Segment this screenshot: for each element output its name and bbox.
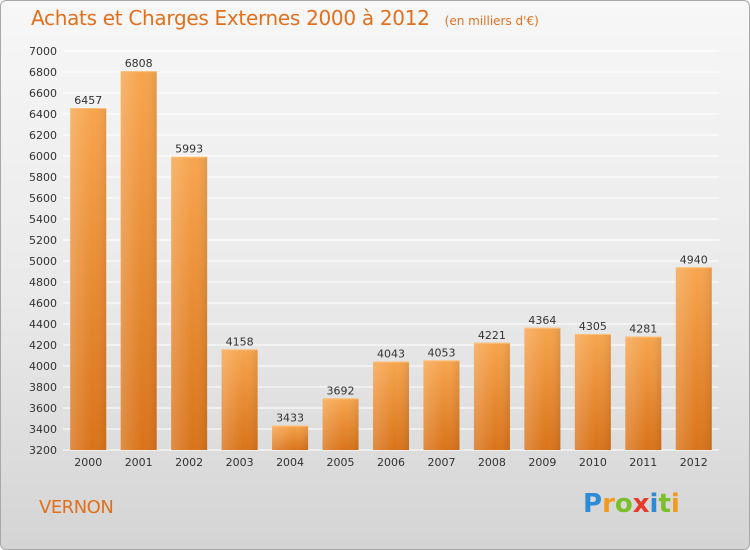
- data-label: 4221: [478, 329, 506, 342]
- y-tick-label: 3600: [29, 402, 57, 415]
- bar-shade-2010: [574, 333, 611, 450]
- x-tick-label: 2012: [680, 456, 708, 469]
- brand-letter: x: [632, 489, 650, 519]
- data-labels: 6457 6808 5993 4158 3433 3692 4043 4053 4221 4364…: [74, 57, 708, 424]
- bar-shade-2001: [120, 71, 157, 450]
- x-tick-label: 2003: [226, 456, 254, 469]
- y-tick-label: 6200: [29, 129, 57, 142]
- y-tick-label: 4000: [29, 360, 57, 373]
- bar-shade-2004: [272, 425, 309, 450]
- bar-shade-2002: [171, 156, 208, 451]
- y-tick-label: 5000: [29, 255, 57, 268]
- x-tick-label: 2010: [579, 456, 607, 469]
- data-label: 4364: [528, 314, 556, 327]
- x-tick-label: 2002: [175, 456, 203, 469]
- bar-shade-2005: [322, 398, 359, 450]
- y-tick-label: 6800: [29, 66, 57, 79]
- y-tick-label: 6600: [29, 87, 57, 100]
- y-tick-label: 6000: [29, 150, 57, 163]
- commune-name: VERNON: [39, 497, 114, 518]
- bar-shade-2012: [675, 267, 712, 450]
- y-tick-label: 3400: [29, 423, 57, 436]
- y-tick-label: 3800: [29, 381, 57, 394]
- bar-shade-2009: [524, 327, 561, 450]
- y-tick-label: 4400: [29, 318, 57, 331]
- data-label: 4043: [377, 347, 405, 360]
- y-axis-ticks: 3200 3400 3600 3800 4000 4200 4400 4600 4800 5000…: [29, 45, 57, 457]
- data-label: 6457: [74, 94, 102, 107]
- bar-shade-2011: [625, 336, 662, 450]
- bar-shade-2006: [373, 361, 409, 450]
- x-tick-label: 2011: [629, 456, 657, 469]
- y-tick-label: 5600: [29, 192, 57, 205]
- bars: [70, 71, 712, 451]
- brand-letter: i: [649, 489, 659, 519]
- y-tick-label: 4600: [29, 297, 57, 310]
- data-label: 4158: [226, 335, 254, 348]
- x-tick-label: 2008: [478, 456, 506, 469]
- proxiti-logo: Proxiti: [583, 489, 680, 519]
- x-tick-label: 2009: [528, 456, 556, 469]
- data-label: 5993: [175, 143, 203, 156]
- brand-letter: P: [583, 489, 603, 519]
- x-tick-label: 2007: [427, 456, 455, 469]
- data-label: 3433: [276, 412, 304, 425]
- y-tick-label: 6400: [29, 108, 57, 121]
- data-label: 4281: [629, 322, 657, 335]
- y-tick-label: 4800: [29, 276, 57, 289]
- bar-shade-2003: [221, 349, 258, 450]
- y-tick-label: 5400: [29, 213, 57, 226]
- bar-shade-2000: [70, 108, 107, 450]
- x-tick-label: 2001: [125, 456, 153, 469]
- x-axis-ticks: 2000 2001 2002 2003 2004 2005 2006 2007 2008 2009…: [74, 456, 708, 469]
- data-label: 3692: [327, 384, 355, 397]
- y-tick-label: 7000: [29, 45, 57, 58]
- data-label: 6808: [125, 57, 153, 70]
- y-tick-label: 5200: [29, 234, 57, 247]
- brand-letter: i: [670, 489, 680, 519]
- data-label: 4940: [680, 253, 708, 266]
- x-tick-label: 2004: [276, 456, 304, 469]
- x-tick-label: 2005: [327, 456, 355, 469]
- y-tick-label: 4200: [29, 339, 57, 352]
- brand-letter: o: [614, 489, 633, 519]
- title-row: Achats et Charges Externes 2000 à 2012 (…: [31, 6, 539, 30]
- x-tick-label: 2006: [377, 456, 405, 469]
- y-tick-label: 5800: [29, 171, 57, 184]
- data-label: 4305: [579, 320, 607, 333]
- chart-units: (en milliers d'€): [444, 14, 539, 28]
- bar-shade-2008: [473, 342, 510, 450]
- brand-letter: t: [658, 489, 671, 519]
- brand-letter: r: [602, 489, 615, 519]
- bar-shade-2007: [423, 360, 460, 450]
- chart-title: Achats et Charges Externes 2000 à 2012: [31, 6, 430, 30]
- data-label: 4053: [427, 346, 455, 359]
- x-tick-label: 2000: [74, 456, 102, 469]
- y-tick-label: 3200: [29, 444, 57, 457]
